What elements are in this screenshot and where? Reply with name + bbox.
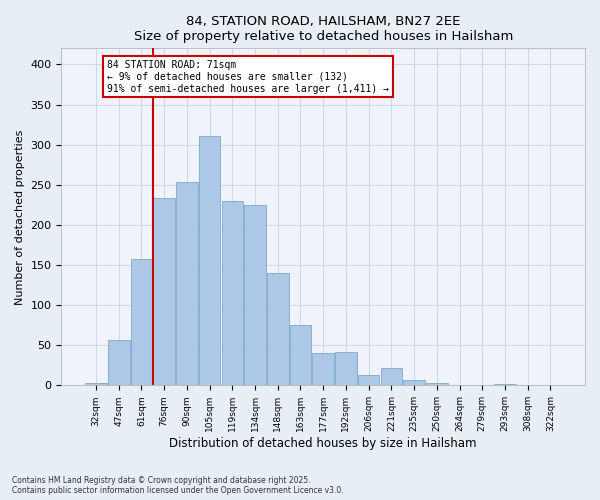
X-axis label: Distribution of detached houses by size in Hailsham: Distribution of detached houses by size … [169,437,477,450]
Bar [176,182,197,386]
Bar [426,383,448,386]
Bar [335,352,357,386]
Bar [313,354,334,386]
Bar [131,260,152,386]
Bar [449,384,470,386]
Text: 84 STATION ROAD: 71sqm
← 9% of detached houses are smaller (132)
91% of semi-det: 84 STATION ROAD: 71sqm ← 9% of detached … [107,60,389,94]
Bar [85,383,107,386]
Title: 84, STATION ROAD, HAILSHAM, BN27 2EE
Size of property relative to detached house: 84, STATION ROAD, HAILSHAM, BN27 2EE Siz… [134,15,513,43]
Bar [358,375,379,386]
Bar [380,368,402,386]
Bar [154,198,175,386]
Bar [290,325,311,386]
Bar [517,384,538,386]
Bar [267,273,289,386]
Text: Contains HM Land Registry data © Crown copyright and database right 2025.
Contai: Contains HM Land Registry data © Crown c… [12,476,344,495]
Bar [403,380,425,386]
Bar [244,205,266,386]
Bar [199,136,220,386]
Bar [221,201,243,386]
Bar [108,340,130,386]
Bar [494,384,516,386]
Y-axis label: Number of detached properties: Number of detached properties [15,129,25,304]
